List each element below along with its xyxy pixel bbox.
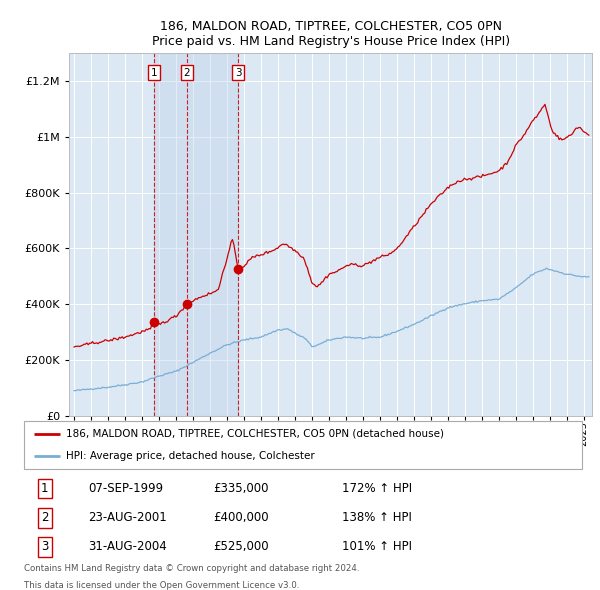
Text: 138% ↑ HPI: 138% ↑ HPI [342, 511, 412, 525]
Text: £335,000: £335,000 [214, 482, 269, 495]
Text: 31-AUG-2004: 31-AUG-2004 [88, 540, 167, 553]
Text: 172% ↑ HPI: 172% ↑ HPI [342, 482, 412, 495]
Text: 101% ↑ HPI: 101% ↑ HPI [342, 540, 412, 553]
Text: 3: 3 [235, 68, 242, 78]
Text: 186, MALDON ROAD, TIPTREE, COLCHESTER, CO5 0PN (detached house): 186, MALDON ROAD, TIPTREE, COLCHESTER, C… [66, 429, 444, 439]
Text: Contains HM Land Registry data © Crown copyright and database right 2024.: Contains HM Land Registry data © Crown c… [24, 564, 359, 573]
Title: 186, MALDON ROAD, TIPTREE, COLCHESTER, CO5 0PN
Price paid vs. HM Land Registry's: 186, MALDON ROAD, TIPTREE, COLCHESTER, C… [152, 20, 509, 48]
Text: £525,000: £525,000 [214, 540, 269, 553]
Text: HPI: Average price, detached house, Colchester: HPI: Average price, detached house, Colc… [66, 451, 314, 461]
Text: 1: 1 [41, 482, 49, 495]
Bar [154, 53, 238, 416]
Text: 07-SEP-1999: 07-SEP-1999 [88, 482, 163, 495]
Text: This data is licensed under the Open Government Licence v3.0.: This data is licensed under the Open Gov… [24, 581, 299, 589]
Text: 2: 2 [184, 68, 190, 78]
Text: 23-AUG-2001: 23-AUG-2001 [88, 511, 167, 525]
FancyBboxPatch shape [24, 421, 582, 469]
Text: £400,000: £400,000 [214, 511, 269, 525]
Text: 2: 2 [41, 511, 49, 525]
Text: 3: 3 [41, 540, 49, 553]
Text: 1: 1 [151, 68, 157, 78]
